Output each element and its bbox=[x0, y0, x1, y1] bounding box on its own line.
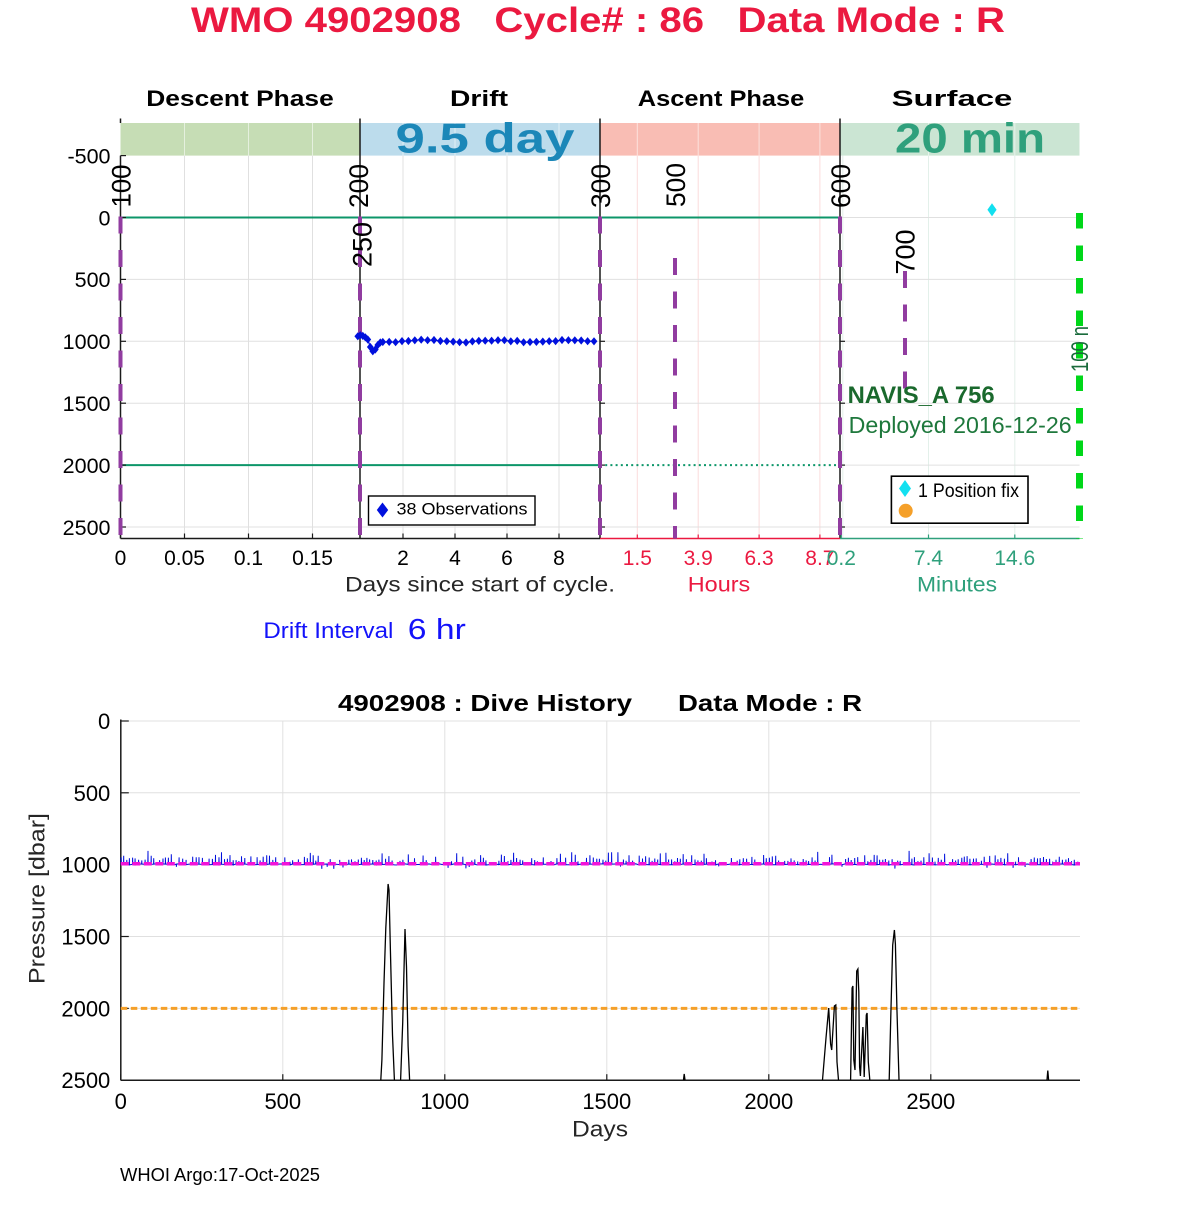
svg-text:38 Observations: 38 Observations bbox=[397, 500, 528, 519]
svg-text:250: 250 bbox=[348, 222, 378, 267]
svg-text:500: 500 bbox=[264, 1089, 301, 1114]
svg-text:Minutes: Minutes bbox=[917, 574, 997, 597]
svg-text:1000: 1000 bbox=[63, 330, 111, 354]
svg-text:Days: Days bbox=[572, 1117, 628, 1142]
svg-text:1500: 1500 bbox=[582, 1089, 631, 1114]
svg-text:3.9: 3.9 bbox=[684, 547, 713, 570]
svg-text:100 n: 100 n bbox=[1067, 326, 1094, 372]
svg-text:1 Position fix: 1 Position fix bbox=[918, 481, 1019, 502]
svg-text:-500: -500 bbox=[67, 144, 110, 168]
svg-text:WHOI Argo:17-Oct-2025: WHOI Argo:17-Oct-2025 bbox=[120, 1165, 320, 1185]
svg-text:6 hr: 6 hr bbox=[408, 614, 466, 646]
svg-text:6.3: 6.3 bbox=[744, 547, 773, 570]
svg-text:2000: 2000 bbox=[61, 996, 110, 1021]
svg-text:0: 0 bbox=[115, 1089, 127, 1114]
svg-text:8: 8 bbox=[553, 547, 565, 570]
svg-text:200: 200 bbox=[344, 164, 374, 208]
svg-text:2000: 2000 bbox=[63, 454, 111, 478]
svg-text:Surface: Surface bbox=[892, 86, 1013, 111]
svg-text:1500: 1500 bbox=[61, 925, 110, 950]
svg-text:0: 0 bbox=[115, 547, 127, 570]
svg-text:100: 100 bbox=[107, 165, 137, 208]
svg-text:7.4: 7.4 bbox=[914, 547, 944, 570]
svg-text:1000: 1000 bbox=[61, 853, 110, 878]
svg-text:2500: 2500 bbox=[906, 1089, 955, 1114]
svg-text:20 min: 20 min bbox=[895, 115, 1045, 162]
svg-text:1500: 1500 bbox=[63, 392, 111, 416]
svg-text:Pressure [dbar]: Pressure [dbar] bbox=[25, 813, 50, 984]
svg-text:2: 2 bbox=[397, 547, 409, 570]
svg-text:0.2: 0.2 bbox=[827, 547, 856, 570]
svg-text:4902908 : Dive History: 4902908 : Dive History bbox=[338, 690, 632, 716]
svg-text:500: 500 bbox=[75, 268, 111, 292]
svg-text:Days since start of cycle.: Days since start of cycle. bbox=[345, 574, 615, 597]
svg-text:Deployed 2016-12-26: Deployed 2016-12-26 bbox=[849, 412, 1072, 438]
svg-text:500: 500 bbox=[74, 781, 111, 806]
svg-text:700: 700 bbox=[891, 230, 921, 275]
svg-text:2000: 2000 bbox=[744, 1089, 793, 1114]
svg-text:Hours: Hours bbox=[688, 574, 751, 597]
svg-text:6: 6 bbox=[501, 547, 513, 570]
svg-text:14.6: 14.6 bbox=[994, 547, 1035, 570]
svg-text:300: 300 bbox=[586, 164, 616, 208]
svg-text:1000: 1000 bbox=[420, 1089, 469, 1114]
svg-text:NAVIS_A 756: NAVIS_A 756 bbox=[848, 382, 995, 409]
svg-text:Descent Phase: Descent Phase bbox=[146, 86, 334, 111]
svg-text:500: 500 bbox=[661, 163, 691, 207]
svg-text:Drift Interval: Drift Interval bbox=[263, 618, 393, 643]
svg-text:Drift: Drift bbox=[450, 86, 509, 111]
svg-text:2500: 2500 bbox=[61, 1068, 110, 1093]
svg-text:600: 600 bbox=[826, 164, 856, 208]
svg-text:0.1: 0.1 bbox=[234, 547, 263, 570]
svg-text:0: 0 bbox=[98, 709, 110, 734]
svg-text:0.15: 0.15 bbox=[292, 547, 333, 570]
svg-text:0.05: 0.05 bbox=[164, 547, 205, 570]
svg-text:Data Mode : R: Data Mode : R bbox=[678, 690, 862, 716]
svg-text:WMO 4902908 Cycle# : 86 Da: WMO 4902908 Cycle# : 86 Data Mode : R bbox=[191, 1, 1005, 40]
svg-text:1.5: 1.5 bbox=[623, 547, 652, 570]
svg-text:0: 0 bbox=[99, 206, 111, 230]
svg-text:8.7: 8.7 bbox=[805, 547, 834, 570]
svg-text:Ascent Phase: Ascent Phase bbox=[638, 86, 805, 111]
svg-text:4: 4 bbox=[449, 547, 461, 570]
svg-text:9.5 day: 9.5 day bbox=[396, 115, 576, 162]
svg-text:2500: 2500 bbox=[63, 516, 111, 540]
